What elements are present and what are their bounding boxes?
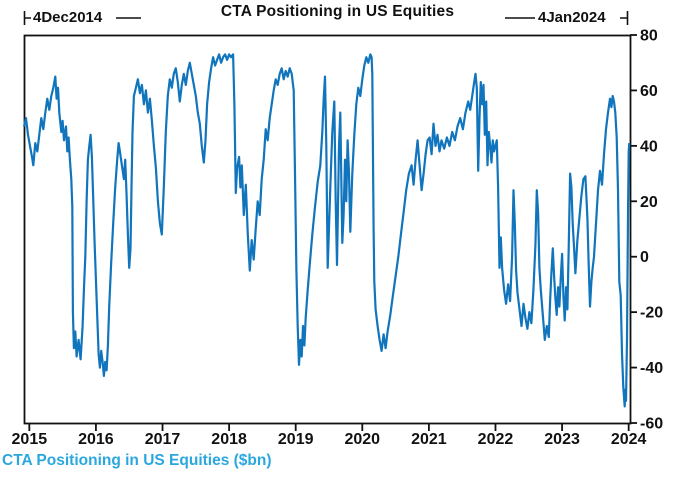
- y-tick-label: 20: [640, 194, 658, 211]
- x-tick-label: 2022: [478, 431, 514, 448]
- y-tick-label: 60: [640, 83, 658, 100]
- data-line: [22, 53, 631, 408]
- x-tick-label: 2016: [78, 431, 114, 448]
- y-tick-label: -40: [640, 360, 663, 377]
- y-tick-label: 0: [640, 249, 649, 266]
- x-tick-label: 2021: [411, 431, 447, 448]
- x-tick-label: 2018: [211, 431, 247, 448]
- x-tick-label: 2019: [278, 431, 314, 448]
- x-tick-label: 2024: [611, 431, 647, 448]
- end-date-annotation: 4Jan2024: [538, 9, 606, 26]
- start-date-bracket: [23, 11, 141, 25]
- x-tick-label: 2020: [344, 431, 380, 448]
- end-date-bracket: [505, 11, 629, 25]
- x-tick-label: 2023: [544, 431, 580, 448]
- start-date-annotation: 4Dec2014: [33, 9, 103, 26]
- y-tick-label: 40: [640, 138, 658, 155]
- plot-border: [23, 34, 632, 425]
- chart-caption: CTA Positioning in US Equities ($bn): [2, 452, 272, 469]
- y-tick-label: 80: [640, 28, 658, 45]
- chart-title: CTA Positioning in US Equities: [220, 3, 455, 20]
- y-tick-label: -60: [640, 416, 663, 433]
- x-tick-label: 2017: [145, 431, 181, 448]
- x-tick-label: 2015: [12, 431, 48, 448]
- y-tick-label: -20: [640, 305, 663, 322]
